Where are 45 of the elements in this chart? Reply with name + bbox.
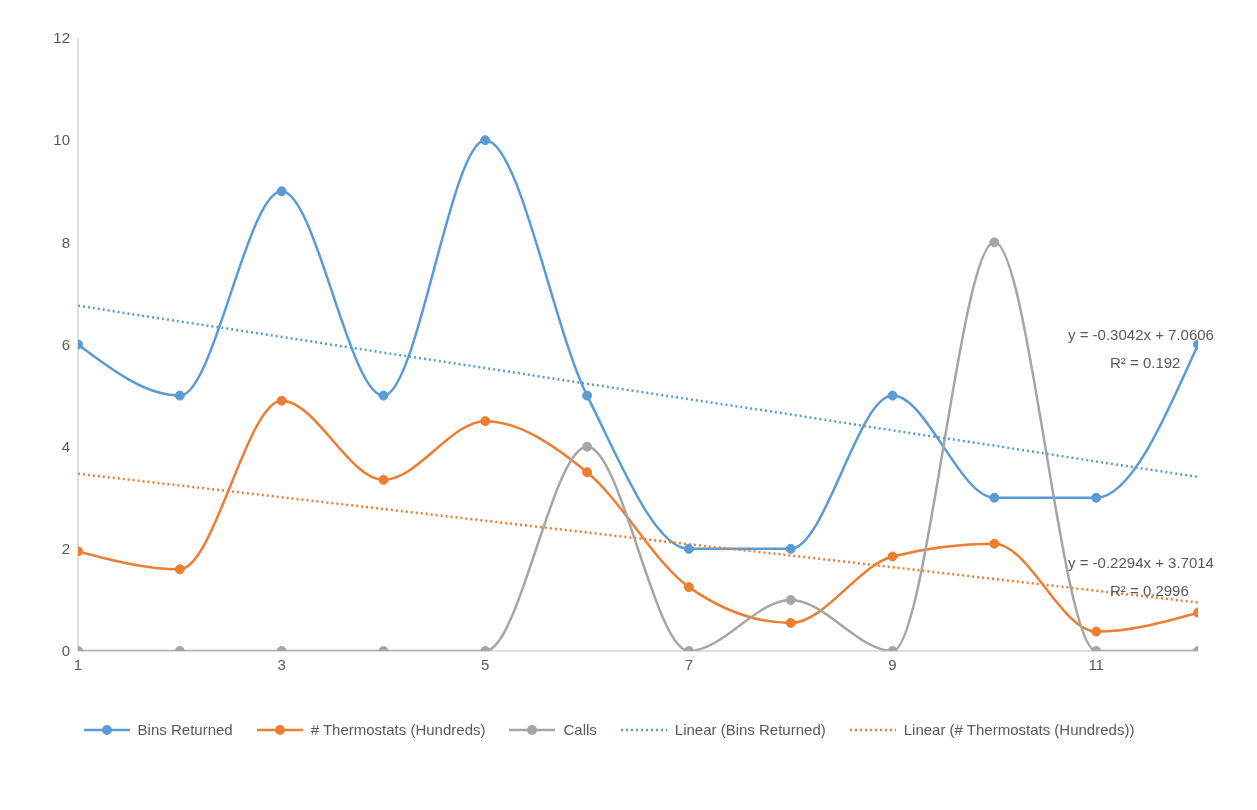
- point: [989, 492, 1000, 503]
- x-tick-label: 11: [1088, 655, 1104, 673]
- legend-label: Linear (# Thermostats (Hundreds)): [903, 721, 1135, 738]
- point: [582, 441, 593, 452]
- point: [582, 467, 593, 478]
- y-tick-label: 8: [61, 233, 70, 251]
- point: [276, 186, 287, 197]
- point: [683, 543, 694, 554]
- y-tick-label: 4: [61, 437, 70, 455]
- annotation: R² = 0.192: [1110, 354, 1181, 371]
- legend-label: Calls: [563, 721, 597, 738]
- point: [174, 390, 185, 401]
- annotation: y = -0.3042x + 7.0606: [1068, 326, 1214, 343]
- legend-label: Bins Returned: [137, 721, 233, 738]
- point: [887, 390, 898, 401]
- point: [785, 543, 796, 554]
- point: [480, 416, 491, 427]
- point: [683, 582, 694, 593]
- point: [582, 390, 593, 401]
- legend-label: # Thermostats (Hundreds): [310, 721, 486, 738]
- point: [989, 538, 1000, 549]
- point: [378, 474, 389, 485]
- point: [785, 617, 796, 628]
- point: [887, 551, 898, 562]
- annotation: y = -0.2294x + 3.7014: [1068, 554, 1214, 571]
- point: [174, 564, 185, 575]
- point: [480, 135, 491, 146]
- x-tick-label: 3: [277, 655, 286, 673]
- point: [989, 237, 1000, 248]
- y-tick-label: 6: [61, 335, 70, 353]
- annotation: R² = 0.2996: [1110, 582, 1189, 599]
- y-tick-label: 2: [61, 540, 70, 558]
- y-tick-label: 12: [53, 29, 70, 47]
- point: [1091, 626, 1102, 637]
- point: [378, 390, 389, 401]
- x-tick-label: 9: [888, 655, 897, 673]
- x-tick-label: 7: [684, 655, 694, 673]
- x-tick-label: 5: [481, 655, 490, 673]
- y-tick-label: 10: [53, 131, 70, 149]
- y-tick-label: 0: [61, 642, 70, 660]
- legend-label: Linear (Bins Returned): [674, 721, 826, 738]
- x-tick-label: 1: [73, 655, 83, 673]
- point: [276, 395, 287, 406]
- point: [785, 594, 796, 605]
- point: [1091, 492, 1102, 503]
